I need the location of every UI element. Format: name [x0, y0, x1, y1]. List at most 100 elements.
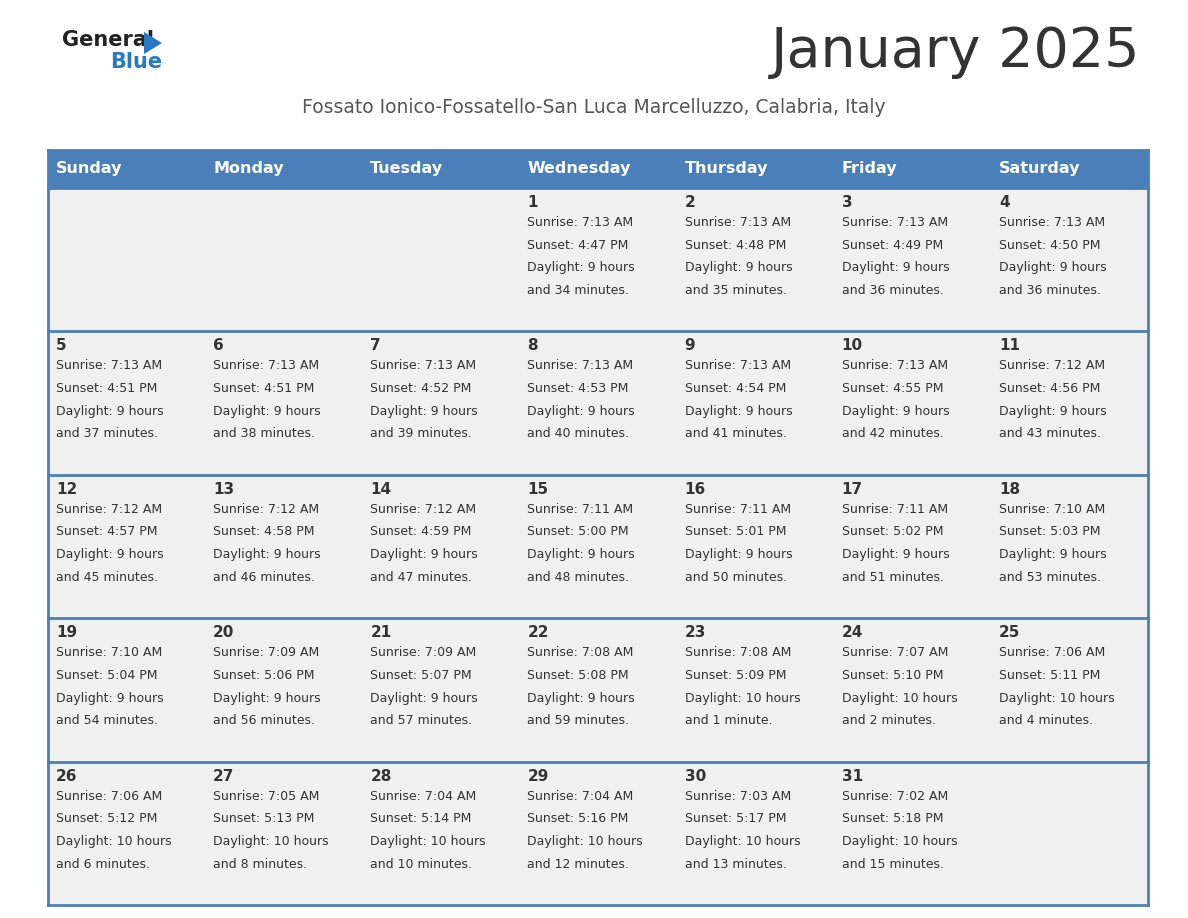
Text: Sunday: Sunday [56, 162, 122, 176]
Text: 28: 28 [371, 768, 392, 784]
Text: General: General [62, 30, 154, 50]
Text: 16: 16 [684, 482, 706, 497]
Text: 6: 6 [213, 339, 223, 353]
Text: Sunrise: 7:13 AM: Sunrise: 7:13 AM [842, 360, 948, 373]
Text: Sunrise: 7:13 AM: Sunrise: 7:13 AM [684, 360, 791, 373]
Text: Daylight: 9 hours: Daylight: 9 hours [371, 691, 478, 704]
Text: Sunrise: 7:08 AM: Sunrise: 7:08 AM [527, 646, 634, 659]
Text: 24: 24 [842, 625, 864, 640]
Text: Daylight: 10 hours: Daylight: 10 hours [371, 834, 486, 848]
Text: Sunset: 5:06 PM: Sunset: 5:06 PM [213, 669, 315, 682]
Text: 11: 11 [999, 339, 1019, 353]
Text: January 2025: January 2025 [771, 25, 1140, 79]
Text: Sunrise: 7:13 AM: Sunrise: 7:13 AM [371, 360, 476, 373]
Text: Sunset: 4:51 PM: Sunset: 4:51 PM [213, 382, 315, 395]
Text: Sunset: 5:18 PM: Sunset: 5:18 PM [842, 812, 943, 825]
Text: and 45 minutes.: and 45 minutes. [56, 571, 158, 584]
Text: 18: 18 [999, 482, 1020, 497]
Bar [48, 762, 1148, 905]
Text: Sunset: 5:12 PM: Sunset: 5:12 PM [56, 812, 157, 825]
Bar [48, 188, 1148, 331]
Text: 9: 9 [684, 339, 695, 353]
Text: Daylight: 9 hours: Daylight: 9 hours [527, 262, 636, 274]
Text: Sunrise: 7:13 AM: Sunrise: 7:13 AM [56, 360, 162, 373]
Text: Sunrise: 7:04 AM: Sunrise: 7:04 AM [527, 789, 633, 802]
Text: Daylight: 9 hours: Daylight: 9 hours [527, 405, 636, 418]
Text: and 41 minutes.: and 41 minutes. [684, 428, 786, 441]
Text: Daylight: 9 hours: Daylight: 9 hours [999, 405, 1106, 418]
Text: Sunrise: 7:09 AM: Sunrise: 7:09 AM [371, 646, 476, 659]
Text: Daylight: 9 hours: Daylight: 9 hours [213, 691, 321, 704]
Text: Tuesday: Tuesday [371, 162, 443, 176]
Text: Daylight: 10 hours: Daylight: 10 hours [684, 834, 801, 848]
Text: Daylight: 9 hours: Daylight: 9 hours [527, 548, 636, 561]
Text: Sunset: 4:51 PM: Sunset: 4:51 PM [56, 382, 157, 395]
Bar [48, 618, 1148, 762]
Text: 29: 29 [527, 768, 549, 784]
Text: Daylight: 10 hours: Daylight: 10 hours [684, 691, 801, 704]
Text: Sunrise: 7:06 AM: Sunrise: 7:06 AM [999, 646, 1105, 659]
Text: and 53 minutes.: and 53 minutes. [999, 571, 1101, 584]
Text: Daylight: 9 hours: Daylight: 9 hours [527, 691, 636, 704]
Text: 5: 5 [56, 339, 67, 353]
Text: Sunrise: 7:13 AM: Sunrise: 7:13 AM [842, 216, 948, 229]
Polygon shape [144, 32, 162, 54]
Text: and 15 minutes.: and 15 minutes. [842, 857, 943, 870]
Text: Sunrise: 7:11 AM: Sunrise: 7:11 AM [527, 503, 633, 516]
Text: Sunrise: 7:12 AM: Sunrise: 7:12 AM [999, 360, 1105, 373]
Text: Daylight: 10 hours: Daylight: 10 hours [999, 691, 1114, 704]
Text: Friday: Friday [842, 162, 897, 176]
Text: 12: 12 [56, 482, 77, 497]
Text: and 57 minutes.: and 57 minutes. [371, 714, 473, 727]
Text: and 36 minutes.: and 36 minutes. [999, 284, 1101, 297]
Text: and 13 minutes.: and 13 minutes. [684, 857, 786, 870]
Text: 7: 7 [371, 339, 381, 353]
Text: Sunset: 4:52 PM: Sunset: 4:52 PM [371, 382, 472, 395]
Text: and 8 minutes.: and 8 minutes. [213, 857, 308, 870]
Text: and 42 minutes.: and 42 minutes. [842, 428, 943, 441]
Text: Daylight: 9 hours: Daylight: 9 hours [213, 405, 321, 418]
Text: 23: 23 [684, 625, 706, 640]
Bar [48, 331, 1148, 475]
Text: Daylight: 9 hours: Daylight: 9 hours [56, 691, 164, 704]
Text: Sunrise: 7:06 AM: Sunrise: 7:06 AM [56, 789, 163, 802]
Text: and 46 minutes.: and 46 minutes. [213, 571, 315, 584]
Text: Daylight: 10 hours: Daylight: 10 hours [842, 691, 958, 704]
Text: Daylight: 9 hours: Daylight: 9 hours [371, 548, 478, 561]
Text: and 12 minutes.: and 12 minutes. [527, 857, 630, 870]
Text: Sunrise: 7:11 AM: Sunrise: 7:11 AM [842, 503, 948, 516]
Bar [48, 475, 1148, 618]
Text: 22: 22 [527, 625, 549, 640]
Text: and 50 minutes.: and 50 minutes. [684, 571, 786, 584]
Text: Sunrise: 7:07 AM: Sunrise: 7:07 AM [842, 646, 948, 659]
Text: and 6 minutes.: and 6 minutes. [56, 857, 150, 870]
Text: and 43 minutes.: and 43 minutes. [999, 428, 1101, 441]
Text: Daylight: 9 hours: Daylight: 9 hours [842, 548, 949, 561]
Text: Daylight: 10 hours: Daylight: 10 hours [213, 834, 329, 848]
Text: Sunset: 4:47 PM: Sunset: 4:47 PM [527, 239, 628, 252]
Text: Sunset: 5:00 PM: Sunset: 5:00 PM [527, 525, 630, 539]
Text: Saturday: Saturday [999, 162, 1080, 176]
Text: Daylight: 9 hours: Daylight: 9 hours [684, 548, 792, 561]
Text: Sunset: 5:03 PM: Sunset: 5:03 PM [999, 525, 1100, 539]
Text: and 37 minutes.: and 37 minutes. [56, 428, 158, 441]
Text: 26: 26 [56, 768, 77, 784]
Text: Sunset: 5:08 PM: Sunset: 5:08 PM [527, 669, 630, 682]
Text: Sunset: 4:58 PM: Sunset: 4:58 PM [213, 525, 315, 539]
Text: and 54 minutes.: and 54 minutes. [56, 714, 158, 727]
Text: Daylight: 9 hours: Daylight: 9 hours [56, 405, 164, 418]
Text: 30: 30 [684, 768, 706, 784]
Text: Daylight: 9 hours: Daylight: 9 hours [842, 405, 949, 418]
Text: Sunrise: 7:13 AM: Sunrise: 7:13 AM [527, 360, 633, 373]
Text: and 48 minutes.: and 48 minutes. [527, 571, 630, 584]
Text: 25: 25 [999, 625, 1020, 640]
Text: Sunrise: 7:08 AM: Sunrise: 7:08 AM [684, 646, 791, 659]
Text: and 39 minutes.: and 39 minutes. [371, 428, 472, 441]
Text: Daylight: 10 hours: Daylight: 10 hours [56, 834, 171, 848]
Text: Sunset: 4:57 PM: Sunset: 4:57 PM [56, 525, 158, 539]
Text: 31: 31 [842, 768, 862, 784]
Text: and 59 minutes.: and 59 minutes. [527, 714, 630, 727]
Text: Sunset: 5:11 PM: Sunset: 5:11 PM [999, 669, 1100, 682]
Text: 21: 21 [371, 625, 392, 640]
Text: 17: 17 [842, 482, 862, 497]
